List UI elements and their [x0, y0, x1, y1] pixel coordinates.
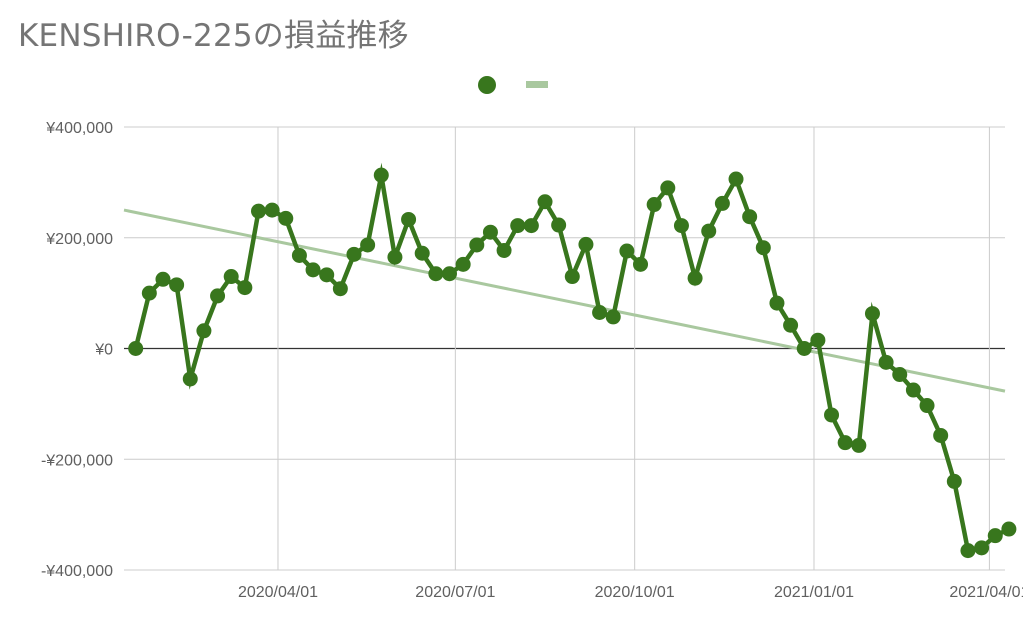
- data-point: [714, 195, 730, 211]
- y-tick-label: ¥0: [94, 342, 113, 359]
- data-point: [564, 269, 580, 285]
- data-point: [960, 543, 976, 559]
- data-point: [619, 243, 635, 259]
- legend-marker-trendline: [526, 81, 548, 88]
- data-point: [974, 540, 990, 556]
- data-point: [769, 295, 785, 311]
- data-point: [128, 341, 144, 356]
- data-point: [864, 306, 880, 322]
- data-point: [223, 269, 239, 285]
- data-point: [442, 266, 458, 282]
- data-point: [1001, 521, 1017, 537]
- data-point: [291, 247, 307, 263]
- data-point: [660, 180, 676, 196]
- data-point: [496, 242, 512, 258]
- data-point: [796, 341, 812, 356]
- data-point: [155, 271, 171, 287]
- data-point: [537, 194, 553, 210]
- data-point: [360, 237, 376, 253]
- data-point: [687, 270, 703, 286]
- data-point: [373, 167, 389, 183]
- data-point: [455, 256, 471, 272]
- x-tick-label: 2021/04/01: [949, 584, 1023, 601]
- data-point: [319, 267, 335, 283]
- data-point: [701, 223, 717, 239]
- data-point: [482, 224, 498, 240]
- data-point: [578, 236, 594, 252]
- data-point: [810, 332, 826, 348]
- data-point: [905, 382, 921, 398]
- data-point: [783, 317, 799, 333]
- data-point: [646, 197, 662, 213]
- data-point: [414, 245, 430, 261]
- data-point: [469, 237, 485, 253]
- x-tick-label: 2020/10/01: [595, 584, 675, 601]
- data-point: [892, 367, 908, 383]
- data-point: [387, 249, 403, 265]
- data-point: [264, 202, 280, 218]
- data-point: [237, 280, 253, 296]
- data-point: [551, 217, 567, 233]
- data-point: [987, 528, 1003, 544]
- chart-title: KENSHIRO-225の損益推移: [18, 18, 409, 54]
- data-point: [169, 277, 185, 293]
- y-tick-label: ¥400,000: [45, 120, 113, 137]
- data-point: [401, 211, 417, 227]
- data-point: [673, 218, 689, 234]
- data-point: [878, 354, 894, 370]
- data-point: [510, 218, 526, 234]
- data-point: [742, 209, 758, 225]
- data-point: [824, 407, 840, 423]
- data-point: [141, 285, 157, 301]
- data-point: [605, 309, 621, 325]
- data-point: [592, 305, 608, 321]
- y-tick-label: -¥200,000: [41, 452, 113, 469]
- data-point: [346, 246, 362, 262]
- data-point: [837, 435, 853, 451]
- data-point: [633, 256, 649, 272]
- x-tick-label: 2020/07/01: [415, 584, 495, 601]
- x-tick-label: 2021/01/01: [774, 584, 854, 601]
- data-point: [851, 437, 867, 453]
- x-tick-label: 2020/04/01: [238, 584, 318, 601]
- data-point: [210, 288, 226, 304]
- y-tick-label: ¥200,000: [45, 231, 113, 248]
- data-point: [728, 171, 744, 187]
- data-point: [933, 427, 949, 443]
- data-point: [196, 323, 212, 339]
- data-point: [428, 266, 444, 282]
- data-point: [919, 398, 935, 414]
- data-point: [755, 240, 771, 256]
- trendline: [123, 208, 1006, 393]
- legend-marker-series: [478, 76, 496, 94]
- data-point: [250, 203, 266, 219]
- series-line: [133, 162, 1010, 554]
- data-point: [305, 262, 321, 278]
- data-point: [332, 281, 348, 297]
- y-tick-label: -¥400,000: [41, 563, 113, 580]
- data-point: [182, 371, 198, 387]
- data-point: [523, 218, 539, 234]
- data-point: [278, 210, 294, 226]
- data-point: [946, 473, 962, 489]
